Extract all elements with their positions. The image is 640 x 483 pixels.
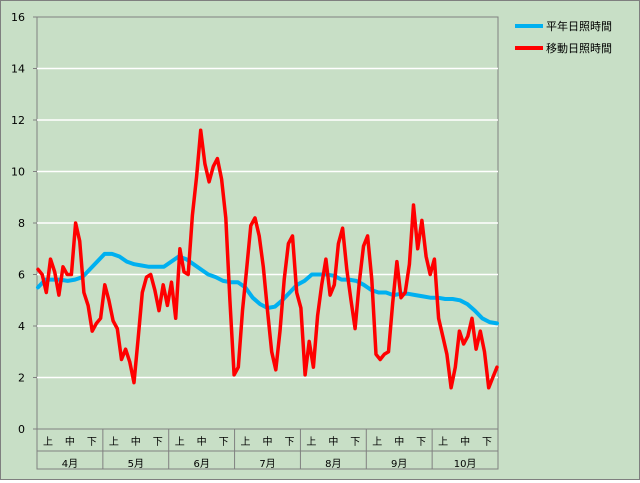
month-label: 4月 — [62, 458, 78, 470]
month-label: 9月 — [391, 458, 407, 470]
legend-label: 移動日照時間 — [546, 41, 612, 55]
y-tick-label: 2 — [18, 372, 25, 385]
y-tick-label: 10 — [11, 166, 25, 179]
series-line-2 — [36, 128, 499, 390]
month-label: 10月 — [454, 458, 477, 470]
period-label: 上 — [438, 436, 448, 448]
y-tick-label: 6 — [18, 269, 25, 282]
period-label: 中 — [263, 435, 273, 448]
period-label: 下 — [350, 437, 360, 448]
gridlines — [37, 67, 498, 379]
x-axis: 上中下4月上中下5月上中下6月上中下7月上中下8月上中下9月上中下10月 — [36, 428, 499, 470]
period-label: 下 — [153, 437, 163, 448]
period-label: 中 — [197, 435, 207, 448]
y-tick-label: 0 — [18, 423, 25, 436]
period-label: 中 — [394, 435, 404, 448]
month-label: 5月 — [128, 458, 144, 470]
period-label: 上 — [241, 436, 251, 448]
period-label: 下 — [284, 437, 294, 448]
y-tick-label: 4 — [18, 320, 25, 333]
y-tick-label: 16 — [11, 11, 25, 24]
month-label: 8月 — [325, 458, 341, 470]
period-label: 上 — [175, 436, 185, 448]
y-tick-label: 12 — [11, 114, 25, 127]
period-label: 上 — [372, 436, 382, 448]
y-axis: 0 2 4 6 8 10 12 14 16 — [11, 11, 37, 436]
plot-area — [36, 16, 499, 470]
y-tick-label: 8 — [18, 217, 25, 230]
legend-label: 平年日照時間 — [546, 19, 612, 33]
period-label: 上 — [306, 436, 316, 448]
period-label: 下 — [219, 437, 229, 448]
month-label: 6月 — [193, 458, 209, 470]
period-label: 中 — [460, 435, 470, 448]
period-label: 上 — [43, 436, 53, 448]
period-label: 上 — [109, 436, 119, 448]
period-label: 中 — [131, 435, 141, 448]
y-tick-label: 14 — [11, 63, 25, 76]
period-label: 下 — [416, 437, 426, 448]
period-label: 下 — [482, 437, 492, 448]
series-lines — [36, 128, 499, 390]
period-label: 下 — [87, 437, 97, 448]
month-label: 7月 — [259, 458, 275, 470]
period-label: 中 — [328, 435, 338, 448]
period-label: 中 — [65, 435, 75, 448]
